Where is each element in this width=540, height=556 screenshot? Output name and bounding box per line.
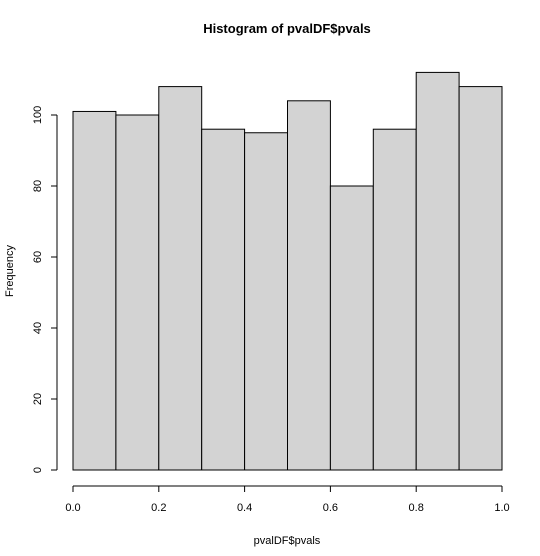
x-tick-label-4: 0.8 bbox=[409, 502, 424, 514]
x-tick-label-0: 0.0 bbox=[65, 502, 80, 514]
histogram-bar-0 bbox=[72, 110, 117, 471]
histogram-bar-8 bbox=[415, 71, 460, 471]
x-axis: 0.0 0.2 0.4 0.6 0.8 1.0 bbox=[65, 485, 510, 514]
histogram-bar-2 bbox=[158, 86, 203, 471]
y-tick-label-0: 0 bbox=[32, 467, 44, 473]
histogram-bar-1 bbox=[115, 114, 160, 471]
x-tick-label-3: 0.6 bbox=[323, 502, 338, 514]
histogram-bar-7 bbox=[372, 128, 417, 471]
y-tick-label-5: 100 bbox=[32, 106, 44, 124]
x-tick-label-5: 1.0 bbox=[494, 502, 509, 514]
histogram-bar-6 bbox=[329, 185, 374, 471]
y-tick-label-1: 20 bbox=[32, 393, 44, 405]
x-axis-label: pvalDF$pvals bbox=[254, 535, 321, 547]
y-tick-label-3: 60 bbox=[32, 251, 44, 263]
y-tick-label-4: 80 bbox=[32, 180, 44, 192]
y-axis: 0 20 40 60 80 100 bbox=[32, 106, 58, 473]
y-axis-label: Frequency bbox=[4, 245, 16, 297]
histogram-bar-9 bbox=[458, 86, 503, 471]
bars-group bbox=[72, 71, 503, 471]
histogram-bar-4 bbox=[244, 132, 289, 471]
x-tick-label-1: 0.2 bbox=[151, 502, 166, 514]
histogram-bar-5 bbox=[287, 100, 331, 471]
chart-title: Histogram of pvalDF$pvals bbox=[203, 21, 371, 36]
y-tick-label-2: 40 bbox=[32, 322, 44, 334]
x-tick-label-2: 0.4 bbox=[237, 502, 252, 514]
histogram-bar-3 bbox=[201, 128, 246, 471]
